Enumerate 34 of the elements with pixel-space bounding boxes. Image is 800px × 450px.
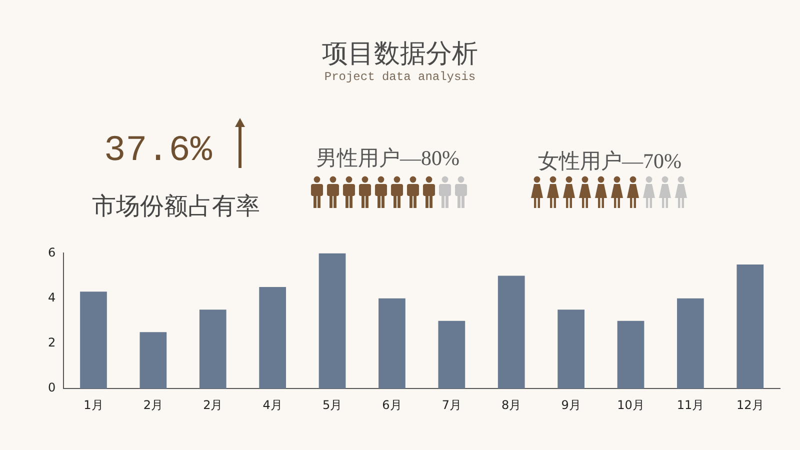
bar [617,320,644,389]
bar [677,298,704,389]
text: 女性用户—70% [538,148,682,175]
x-tick-label: 4月 [262,398,282,412]
bar [80,292,107,389]
bar [140,332,167,389]
bar [736,264,764,389]
x-tick-label: 11月 [676,398,704,412]
bar [259,287,286,389]
bar [318,253,346,389]
y-tick-label: 4 [48,290,56,304]
bar [558,310,584,389]
x-tick-label: 5月 [322,398,342,412]
y-tick-label: 0 [48,380,56,395]
bar [378,298,406,389]
y-tick-label: 6 [48,245,56,260]
text: 37.6% [104,130,212,171]
x-tick-label: 7月 [442,398,462,412]
text: 男性用户—80% [316,145,460,172]
chart-title: 项目数据分析 [321,38,479,70]
x-tick-label: 6月 [382,398,402,412]
x-tick-label: 1月 [84,398,104,412]
bar [498,276,525,389]
text: 市场份额占有率 [92,192,260,222]
x-tick-label: 9月 [561,398,581,412]
x-tick-label: 8月 [502,398,522,412]
x-tick-label: 2月 [143,398,163,412]
bar [199,310,226,389]
x-tick-label: 10月 [617,398,644,412]
x-tick-label: 12月 [736,398,764,412]
y-tick-label: 2 [48,336,56,350]
x-tick-label: 2月 [203,398,223,412]
bar [438,320,466,389]
chart-subtitle: Project data analysis [323,70,477,84]
